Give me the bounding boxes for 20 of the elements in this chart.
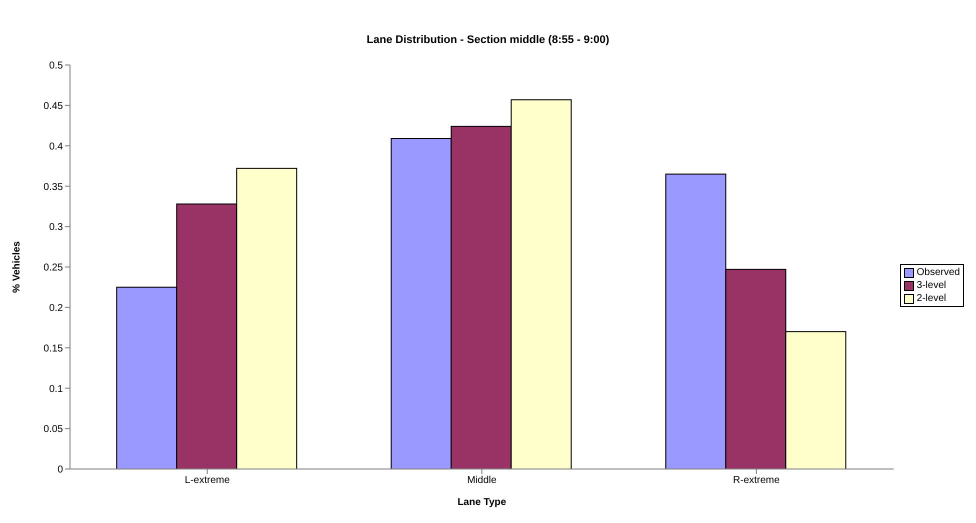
legend-label: Observed [916, 266, 960, 279]
y-tick-label: 0.2 [49, 302, 64, 314]
y-tick-label: 0.4 [49, 141, 64, 152]
chart-title: Lane Distribution - Section middle (8:55 - 9:00) [366, 33, 610, 48]
x-axis-title: Lane Type [457, 497, 507, 508]
y-tick-label: 0.25 [44, 262, 64, 274]
y-tick-label: 0.1 [49, 384, 64, 395]
legend-label: 2-level [916, 292, 946, 305]
y-tick-label: 0.35 [44, 182, 64, 193]
y-tick-label: 0 [57, 464, 64, 476]
legend-label: 3-level [916, 279, 946, 292]
y-tick-label: 0.5 [49, 60, 64, 72]
y-tick-label: 0.3 [49, 222, 64, 234]
y-tick-label: 0.05 [44, 424, 64, 436]
x-tick-label: R-extreme [733, 475, 780, 486]
y-tick-label: 0.45 [44, 100, 64, 112]
x-tick-label: Middle [467, 475, 497, 486]
y-axis-title: % Vehicles [12, 240, 23, 293]
x-tick-label: L-extreme [184, 475, 230, 486]
y-tick-label: 0.15 [44, 343, 64, 354]
